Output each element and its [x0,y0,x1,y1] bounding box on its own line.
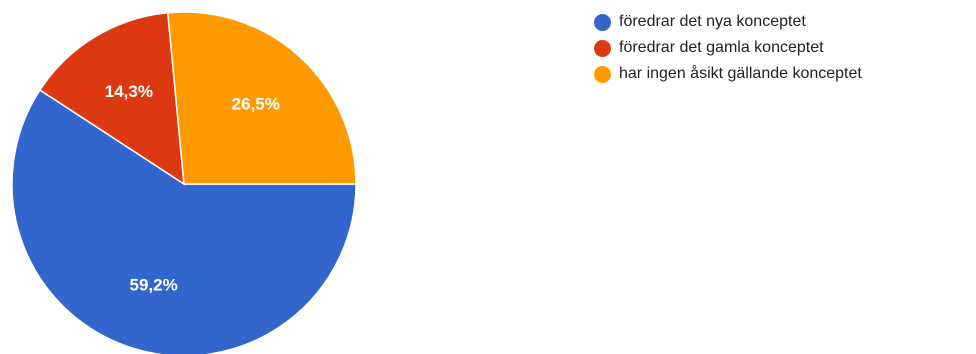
legend-label-old-concept: föredrar det gamla konceptet [619,39,824,56]
pie-label-no-opinion: 26,5% [232,95,280,114]
legend-label-new-concept: föredrar det nya konceptet [619,13,806,30]
pie-label-old-concept: 14,3% [105,82,153,101]
legend-swatch-no-opinion [594,65,611,83]
pie-slice-no-opinion [166,11,357,185]
pie-label-new-concept: 59,2% [130,276,178,295]
legend-label-no-opinion: har ingen åsikt gällande konceptet [619,65,862,82]
legend-swatch-old-concept [594,39,611,57]
chart-legend: föredrar det nya konceptet föredrar det … [594,9,862,87]
legend-item-old-concept: föredrar det gamla konceptet [594,35,862,61]
pie-slice-new-concept [11,88,357,354]
pie-slice-old-concept [38,11,185,186]
pie-chart: 59,2% 14,3% 26,5% [11,11,357,354]
legend-item-new-concept: föredrar det nya konceptet [594,9,862,35]
legend-swatch-new-concept [594,13,611,31]
legend-item-no-opinion: har ingen åsikt gällande konceptet [594,61,862,87]
